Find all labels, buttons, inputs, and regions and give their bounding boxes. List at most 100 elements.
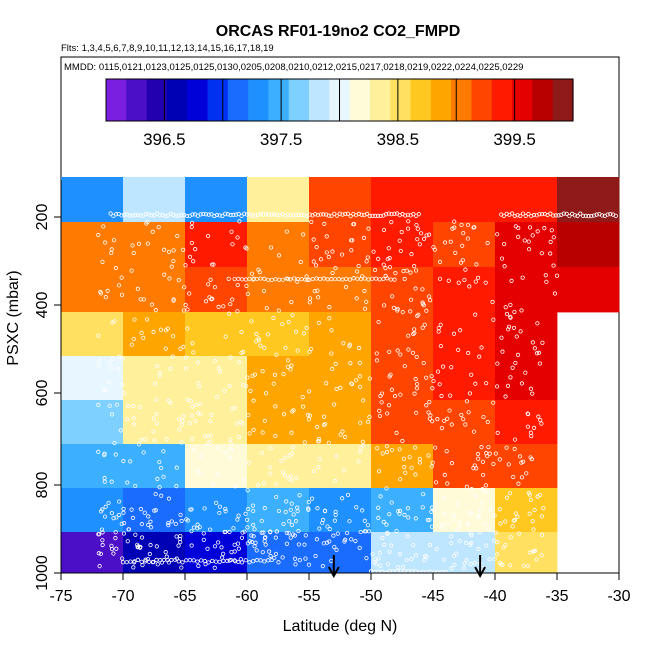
track-point (256, 267, 261, 272)
track-point (429, 524, 435, 529)
track-point (145, 317, 150, 322)
track-point (361, 398, 366, 403)
track-point (497, 507, 502, 512)
track-point (485, 240, 490, 246)
track-point (414, 410, 419, 415)
track-point (426, 232, 432, 237)
track-point (138, 507, 143, 512)
track-point (178, 346, 183, 351)
track-point (273, 433, 278, 438)
track-point (223, 529, 228, 535)
track-point (437, 276, 443, 281)
track-point (411, 331, 416, 337)
track-point (523, 213, 528, 218)
track-point (148, 542, 153, 548)
track-point (536, 350, 542, 355)
track-point (288, 277, 293, 282)
track-point (168, 400, 173, 405)
track-point (422, 558, 427, 563)
track-point (286, 319, 291, 325)
track-point (237, 360, 242, 365)
track-point (466, 521, 471, 527)
heatmap-cell (123, 400, 186, 445)
track-point (235, 517, 240, 522)
track-point (216, 304, 221, 310)
track-point (214, 212, 220, 218)
track-point (228, 437, 233, 442)
colorbar-segment (512, 79, 533, 121)
track-point (154, 411, 159, 417)
track-point (355, 269, 360, 274)
track-point (166, 560, 171, 565)
track-point (403, 213, 408, 218)
track-point (97, 359, 102, 364)
track-point (382, 542, 387, 547)
heatmap-cell (61, 444, 124, 489)
track-point (359, 212, 364, 217)
track-point (380, 451, 385, 456)
heatmap-cell (433, 532, 496, 574)
track-point (289, 430, 294, 435)
track-point (442, 240, 448, 245)
track-point (231, 212, 236, 217)
colorbar-tick-label: 397.5 (260, 130, 303, 149)
track-point (397, 552, 403, 557)
track-point (429, 464, 434, 469)
colorbar-segment (146, 79, 168, 121)
track-point (316, 439, 321, 444)
track-point (314, 537, 319, 542)
colorbar-segment (552, 79, 574, 121)
track-point (406, 333, 411, 338)
track-point (184, 213, 190, 219)
track-point (129, 507, 134, 512)
track-point (151, 429, 156, 434)
track-point (539, 421, 544, 426)
track-point (613, 213, 618, 218)
track-point (341, 468, 347, 473)
track-point (135, 286, 141, 291)
x-tick-label: -50 (359, 588, 382, 605)
track-point (532, 548, 537, 554)
track-point (457, 538, 462, 544)
track-point (203, 562, 208, 567)
track-point (182, 285, 187, 290)
track-point (326, 254, 331, 260)
track-point (237, 219, 242, 224)
track-point (179, 422, 184, 427)
track-point (366, 529, 372, 534)
track-point (243, 277, 248, 282)
track-point (379, 400, 384, 405)
track-point (397, 238, 402, 243)
track-point (245, 291, 250, 297)
track-point (268, 530, 273, 535)
track-point (354, 505, 359, 510)
track-point (417, 242, 422, 247)
track-point (401, 456, 406, 461)
track-point (283, 473, 288, 478)
track-point (506, 327, 511, 332)
track-point (284, 541, 290, 546)
track-point (227, 383, 232, 388)
track-point (429, 509, 434, 514)
colorbar-segment (288, 79, 310, 121)
track-point (572, 213, 577, 218)
heatmap-cell (61, 532, 124, 574)
track-point (439, 393, 444, 399)
track-point (443, 569, 448, 575)
track-point (413, 553, 419, 558)
track-point (479, 500, 485, 505)
track-point (493, 530, 499, 535)
track-point (289, 522, 295, 527)
colorbar-segment (471, 79, 493, 121)
track-point (532, 507, 537, 513)
track-point (485, 454, 490, 459)
arrow-head (474, 566, 486, 579)
track-point (492, 538, 497, 543)
track-point (247, 539, 253, 544)
track-point (408, 309, 413, 314)
track-point (414, 222, 419, 228)
track-point (206, 560, 211, 565)
track-point (469, 372, 474, 377)
track-point (220, 213, 225, 218)
track-point (510, 211, 515, 216)
